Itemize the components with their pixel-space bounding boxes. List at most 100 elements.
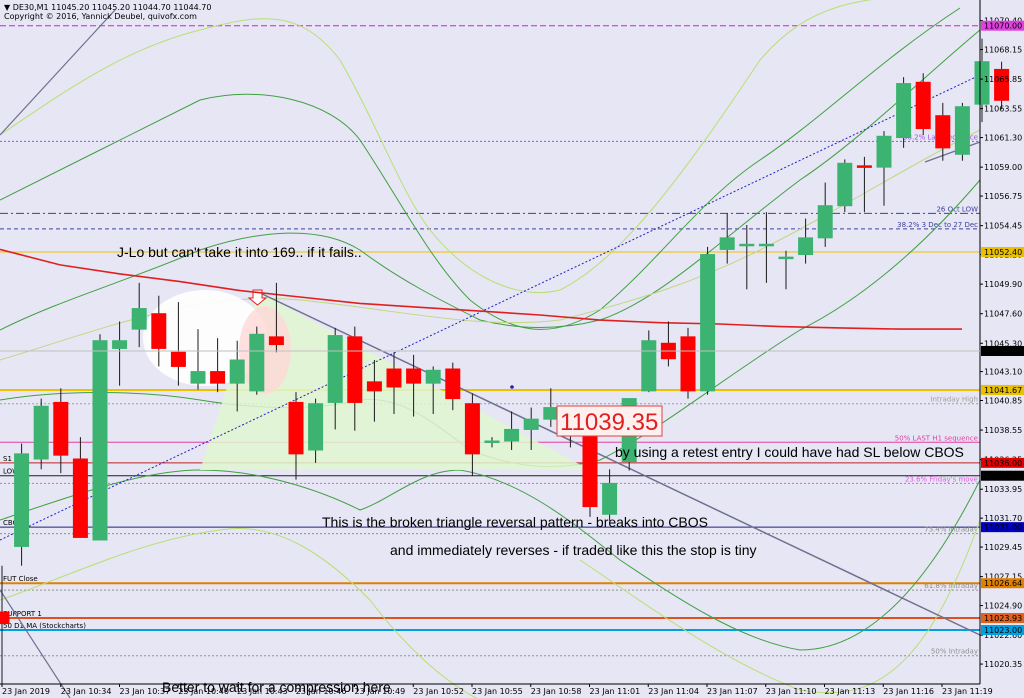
candle-body bbox=[484, 440, 500, 443]
candle-38 bbox=[739, 225, 755, 290]
channel-marker bbox=[510, 385, 514, 389]
symbol-line: ▼ DE30,M1 11045.20 11045.20 11044.70 110… bbox=[4, 3, 211, 12]
candle-body bbox=[72, 458, 88, 538]
support-1-level-label: SUPPORT 1 bbox=[3, 610, 42, 618]
y-tick-label: 11054.45 bbox=[984, 222, 1022, 231]
dotted-channel-line bbox=[0, 74, 981, 541]
x-tick-label: 23 Jan 10:43 bbox=[237, 687, 288, 696]
candle-body bbox=[386, 368, 402, 388]
last-h1-sequence-level-label: 50% LAST H1 sequence bbox=[895, 434, 978, 442]
low-level-label: LOW bbox=[3, 468, 19, 476]
bb-mid-lower bbox=[0, 469, 981, 651]
candle-44 bbox=[856, 156, 872, 213]
y-tick-label: 11029.45 bbox=[984, 543, 1022, 552]
x-tick-label: 23 Jan 11:10 bbox=[766, 687, 817, 696]
candle-body bbox=[582, 435, 598, 508]
lower-left-trendline bbox=[0, 589, 71, 698]
candle-body bbox=[543, 407, 559, 420]
y-tick-label: 11024.90 bbox=[984, 602, 1022, 611]
candle-body bbox=[700, 254, 716, 392]
compression-note: Better to wait for a compression here bbox=[162, 679, 391, 695]
candle-body bbox=[131, 308, 147, 330]
candle-48 bbox=[935, 102, 951, 161]
candle-7 bbox=[131, 282, 147, 348]
candle-23 bbox=[445, 362, 461, 411]
intraday-618-level-label: 61.8% Intraday bbox=[924, 582, 978, 590]
retest-note: by using a retest entry I could have had… bbox=[615, 444, 964, 460]
price-tag-label: 11035.00 bbox=[984, 472, 1022, 481]
price-tag-label: 11041.67 bbox=[984, 386, 1022, 395]
oct-low-level-label: 26 Oct LOW bbox=[936, 205, 978, 213]
dec-fib-level-label: 38.2% 3 Dec to 27 Dec bbox=[897, 221, 978, 229]
x-tick-label: 23 Jan 10:52 bbox=[413, 687, 464, 696]
candle-45 bbox=[876, 131, 892, 206]
candle-body bbox=[974, 61, 990, 105]
candle-26 bbox=[504, 411, 520, 450]
x-tick-label: 23 Jan 11:16 bbox=[883, 687, 934, 696]
candle-body bbox=[935, 115, 951, 149]
x-tick-label: 23 Jan 10:49 bbox=[355, 687, 406, 696]
candle-body bbox=[112, 340, 128, 349]
candle-42 bbox=[817, 182, 833, 247]
candle-24 bbox=[464, 393, 480, 476]
candle-43 bbox=[837, 159, 853, 213]
y-tick-label: 11022.60 bbox=[984, 631, 1022, 640]
annotations-layer: J-Lo but can't take it into 169.. if it … bbox=[117, 244, 964, 695]
candle-5 bbox=[92, 334, 108, 541]
fut-close-level-label: FUT Close bbox=[3, 575, 38, 583]
candle-13 bbox=[249, 326, 265, 395]
candle-1 bbox=[14, 443, 30, 566]
copyright-text: Copyright © 2016, Yannick Deubel, quivof… bbox=[4, 12, 197, 21]
price-tag-label: 11031.00 bbox=[984, 523, 1022, 532]
price-tag-box bbox=[981, 470, 1024, 481]
candle-12 bbox=[229, 340, 245, 412]
candle-body bbox=[92, 340, 108, 541]
candle-30 bbox=[582, 429, 598, 517]
candle-body bbox=[268, 336, 284, 346]
candle-body bbox=[406, 368, 422, 384]
s1-level-tag: 11036.00 bbox=[981, 457, 1024, 468]
candle-body bbox=[366, 381, 382, 392]
candle-body bbox=[994, 68, 1010, 101]
y-tick-label: 11031.70 bbox=[984, 514, 1022, 523]
x-tick-label: 23 Jan 10:58 bbox=[531, 687, 582, 696]
candle-body bbox=[249, 333, 265, 392]
bb-inner-upper bbox=[0, 29, 981, 331]
candle-9 bbox=[170, 302, 186, 386]
bb-outer-lower bbox=[0, 519, 981, 698]
candle-11 bbox=[210, 338, 226, 393]
y-tick-label: 11056.75 bbox=[984, 192, 1022, 201]
intraday-high-upper-level-tag: 11041.67 bbox=[981, 384, 1024, 395]
current-price-tag: 11044.70 bbox=[0, 346, 1024, 356]
price-tag-box bbox=[981, 522, 1024, 533]
candle-15 bbox=[288, 392, 304, 480]
candle-body bbox=[798, 237, 814, 256]
candle-39 bbox=[758, 212, 774, 283]
candle-25 bbox=[484, 437, 500, 448]
price-tag-label: 11023.93 bbox=[984, 614, 1022, 623]
s1-level-label: S1 bbox=[3, 455, 12, 463]
y-tick-label: 11068.15 bbox=[984, 46, 1022, 55]
x-tick-label: 23 Jan 11:19 bbox=[942, 687, 993, 696]
y-tick-label: 11063.55 bbox=[984, 105, 1022, 114]
candle-16 bbox=[308, 398, 324, 463]
candle-body bbox=[837, 162, 853, 207]
y-tick-label: 11027.15 bbox=[984, 573, 1022, 582]
header-layer: ▼ DE30,M1 11045.20 11045.20 11044.70 110… bbox=[4, 3, 211, 21]
candle-body bbox=[0, 611, 10, 625]
x-tick-label: 23 Jan 10:55 bbox=[472, 687, 523, 696]
candle-body bbox=[464, 403, 480, 455]
current-price-box bbox=[981, 346, 1024, 356]
y-tick-label: 11047.60 bbox=[984, 310, 1022, 319]
y-tick-label: 11020.35 bbox=[984, 660, 1022, 669]
candle-body bbox=[876, 135, 892, 168]
candle-body bbox=[190, 371, 206, 384]
candle-body bbox=[954, 106, 970, 155]
price-tag-box bbox=[981, 578, 1024, 589]
candle-49 bbox=[954, 102, 970, 161]
low-level-tag: 11035.00 bbox=[981, 470, 1024, 481]
candle-body bbox=[778, 256, 794, 260]
reverses-note: and immediately reverses - if traded lik… bbox=[390, 542, 757, 558]
